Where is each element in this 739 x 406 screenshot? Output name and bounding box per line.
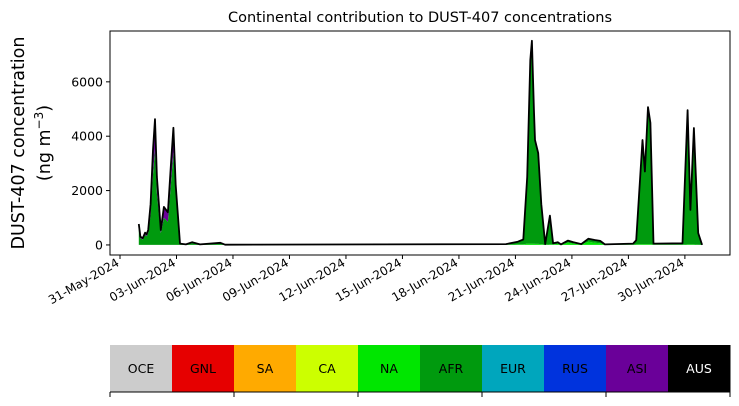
colorbar-label: CA [318,361,336,376]
y-unit-text: (ng m [35,129,55,181]
y-tick-label: 4000 [71,129,103,144]
y-tick-label: 0 [95,237,103,252]
stacked-areas [137,39,703,246]
colorbar-label: AFR [439,361,464,376]
plot-frame [109,30,731,256]
colorbar-swatch-sa [234,345,297,392]
colorbar-label: SA [257,361,274,376]
colorbar-swatch-afr [420,345,483,392]
colorbar-swatch-gnl [172,345,235,392]
colorbar-label: AUS [686,361,712,376]
colorbar-label: NA [380,361,398,376]
colorbar-swatch-eur [482,345,545,392]
colorbar-swatch-oce [110,345,173,392]
colorbar-label: OCE [128,361,155,376]
area-afr [138,40,703,245]
colorbar-swatch-aus [668,345,731,392]
colorbar-label: GNL [190,361,216,376]
colorbar-label: RUS [562,361,588,376]
area-asi [138,40,703,245]
y-unit-sup: −3 [32,112,46,130]
x-axis: 31-May-202403-Jun-202406-Jun-202409-Jun-… [46,255,686,307]
colorbar-label: EUR [500,361,526,376]
y-tick-label: 2000 [71,183,103,198]
y-tick-label: 6000 [71,74,103,89]
colorbar-swatch-rus [544,345,607,392]
area-na [138,241,703,245]
y-axis-label-unit: (ng m−3) [32,105,55,181]
chart-title: Continental contribution to DUST-407 con… [228,10,612,26]
y-unit-close: ) [35,105,55,112]
colorbar-swatch-asi [606,345,669,392]
y-axis-label-line1: DUST-407 concentration [9,37,29,250]
colorbar-swatch-ca [296,345,359,392]
y-axis: 0 2000 4000 6000 [71,74,110,252]
colorbar-label: ASI [627,361,647,376]
colorbar-swatch-na [358,345,421,392]
colorbar: OCE GNL SA CA NA AFR EUR RUS ASI AUS [109,345,731,397]
y-axis-label: DUST-407 concentration [9,37,29,250]
total-line [137,39,703,246]
